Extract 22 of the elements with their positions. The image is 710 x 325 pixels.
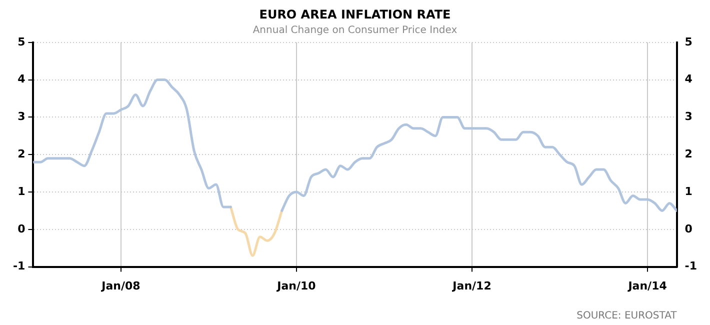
y-tick-label: 5	[18, 35, 26, 48]
x-tick-label: Jan/12	[452, 279, 492, 292]
y2-tick-label: 2	[684, 147, 692, 160]
y2-tick-label: 0	[684, 222, 693, 236]
chart-subtitle: Annual Change on Consumer Price Index	[252, 24, 458, 36]
line-series	[229, 206, 284, 257]
y2-tick-label: 1	[684, 184, 692, 198]
y2-tick-label: -1	[684, 260, 698, 273]
y-tick-label: -1	[12, 260, 26, 273]
x-tick-label: Jan/14	[627, 279, 668, 292]
y-tick-label: 4	[18, 72, 26, 86]
y2-tick-label: 3	[684, 110, 692, 124]
y-tick-label: 0	[18, 222, 26, 236]
x-tick-label: Jan/08	[100, 279, 140, 292]
chart-title: EURO AREA INFLATION RATE	[259, 7, 451, 22]
y2-tick-label: 5	[684, 35, 692, 48]
y2-tick-label: 4	[684, 72, 693, 86]
y-tick-label: 2	[18, 147, 26, 160]
y-tick-label: 3	[18, 110, 26, 124]
source-note: SOURCE: EUROSTAT	[576, 310, 678, 322]
x-tick-label: Jan/10	[276, 279, 316, 292]
y-tick-label: 1	[18, 184, 26, 198]
